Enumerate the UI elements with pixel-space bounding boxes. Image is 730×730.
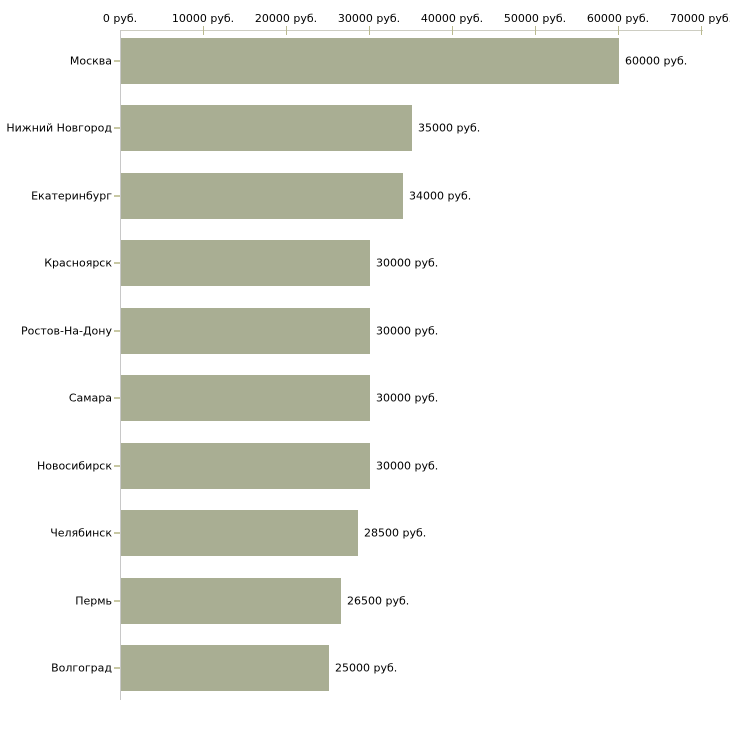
bar — [121, 172, 403, 219]
bar — [121, 105, 412, 152]
x-axis-tick-label: 30000 руб. — [337, 12, 401, 25]
category-tick-mark — [114, 667, 120, 670]
bar-value-label: 35000 руб. — [418, 121, 481, 135]
category-tick-mark — [114, 532, 120, 535]
x-axis-tick-mark — [535, 26, 536, 35]
x-axis-tick-label: 0 руб. — [102, 12, 138, 25]
category-label: Ростов-На-Дону — [20, 324, 112, 338]
category-tick-mark — [114, 194, 120, 197]
x-axis-tick-label: 50000 руб. — [503, 12, 567, 25]
x-axis-tick-mark — [452, 26, 453, 35]
x-axis-tick-mark — [286, 26, 287, 35]
bar — [121, 645, 329, 692]
bar-value-label: 60000 руб. — [625, 54, 688, 67]
bar-value-label: 30000 руб. — [376, 324, 439, 338]
category-label: Пермь — [75, 594, 112, 608]
bar-value-label: 30000 руб. — [376, 256, 439, 270]
x-axis-tick-mark — [618, 26, 619, 35]
x-axis-tick-label: 10000 руб. — [171, 12, 235, 25]
bar-value-label: 34000 руб. — [409, 189, 472, 203]
category-tick-mark — [114, 59, 120, 62]
x-axis-tick-label: 40000 руб. — [420, 12, 484, 25]
bar-value-label: 26500 руб. — [347, 594, 410, 608]
category-tick-mark — [114, 329, 120, 332]
x-axis-tick-label: 20000 руб. — [254, 12, 318, 25]
bar — [121, 307, 370, 354]
bar — [121, 510, 358, 557]
category-label: Екатеринбург — [31, 189, 112, 203]
x-axis-tick-mark — [369, 26, 370, 35]
category-tick-mark — [114, 397, 120, 400]
x-axis-tick-label: 60000 руб. — [586, 12, 650, 25]
bar-value-label: 25000 руб. — [335, 661, 398, 675]
category-label: Нижний Новгород — [6, 121, 112, 135]
category-label: Челябинск — [50, 526, 112, 540]
y-axis-line — [120, 30, 121, 700]
category-label: Новосибирск — [36, 459, 112, 473]
bar — [121, 577, 341, 624]
bar-value-label: 30000 руб. — [376, 391, 439, 405]
x-axis-tick-mark — [203, 26, 204, 35]
bar — [121, 240, 370, 287]
bar-value-label: 28500 руб. — [364, 526, 427, 540]
category-tick-mark — [114, 599, 120, 602]
x-axis-tick-label: 70000 руб. — [669, 12, 730, 25]
bar — [121, 375, 370, 422]
x-axis-line — [120, 30, 703, 31]
bar-value-label: 30000 руб. — [376, 459, 439, 473]
category-tick-mark — [114, 262, 120, 265]
category-tick-mark — [114, 127, 120, 130]
bar — [121, 37, 619, 84]
category-tick-mark — [114, 464, 120, 467]
category-label: Москва — [69, 54, 112, 67]
category-label: Красноярск — [44, 256, 112, 270]
bar — [121, 442, 370, 489]
x-axis-tick-mark — [701, 26, 702, 35]
category-label: Волгоград — [51, 661, 112, 675]
category-label: Самара — [68, 391, 112, 405]
